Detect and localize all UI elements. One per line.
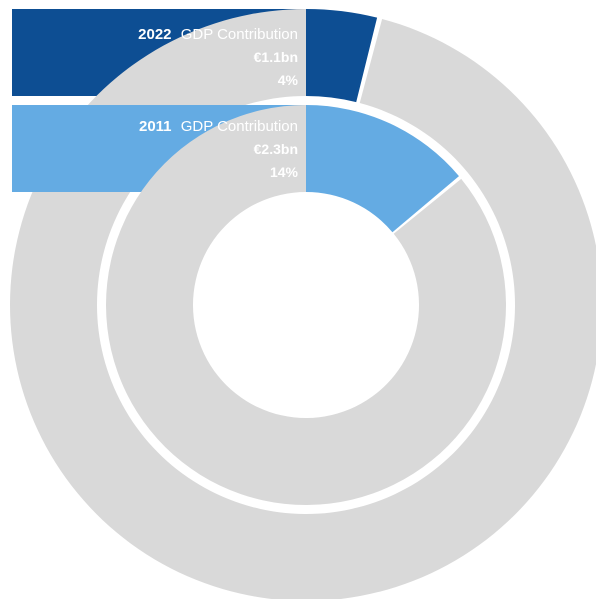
ring-2022-slice-other bbox=[10, 9, 596, 599]
label-2022-year: 2022 bbox=[138, 26, 171, 43]
label-2011-percent: 14% bbox=[270, 164, 299, 180]
ring-2011-slice-other bbox=[106, 105, 507, 505]
label-2011-title: 2011 GDP Contribution bbox=[139, 118, 298, 135]
label-layer: 2022 GDP Contribution €1.1bn 4% 2011 GDP… bbox=[138, 26, 298, 180]
label-2022-percent: 4% bbox=[278, 72, 299, 88]
label-2022-amount: €1.1bn bbox=[254, 49, 298, 65]
label-2011-year: 2011 bbox=[139, 118, 172, 135]
label-2022-title: 2022 GDP Contribution bbox=[138, 26, 298, 43]
label-2011-text: GDP Contribution bbox=[181, 118, 298, 135]
label-2022-text: GDP Contribution bbox=[181, 26, 298, 43]
ring-layer bbox=[10, 9, 596, 599]
label-2011-amount: €2.3bn bbox=[254, 141, 298, 157]
